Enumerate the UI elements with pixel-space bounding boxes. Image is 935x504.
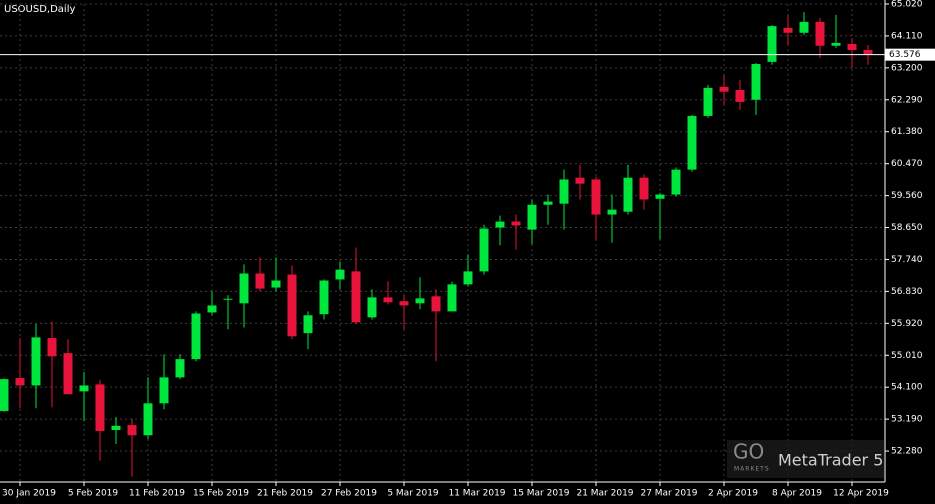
y-tick-label: 52.280 <box>891 447 923 457</box>
y-tick-label: 57.740 <box>891 255 923 265</box>
candle-body <box>159 377 169 404</box>
candle-body <box>431 296 441 312</box>
x-tick-label: 30 Jan 2019 <box>2 489 56 499</box>
chart-title: USOUSD,Daily <box>4 4 75 15</box>
candle-body <box>79 385 89 392</box>
watermark-platform: MetaTrader 5 <box>778 451 883 470</box>
candle-body <box>687 115 697 170</box>
candle-body <box>175 359 185 378</box>
candle-body <box>367 297 377 318</box>
candle-body <box>639 177 649 200</box>
candle-body <box>191 313 201 360</box>
candle-body <box>239 273 249 304</box>
candle-body <box>863 49 873 55</box>
candle-body <box>591 179 601 215</box>
watermark-logo: GO <box>733 440 764 464</box>
candle-body <box>111 425 121 430</box>
candle-body <box>47 338 57 357</box>
y-tick-label: 61.380 <box>891 127 923 137</box>
candle-body <box>655 194 665 199</box>
y-tick-label: 56.830 <box>891 287 923 297</box>
candle-body <box>127 425 137 436</box>
watermark-box <box>727 440 884 478</box>
y-tick-label: 65.020 <box>891 0 923 10</box>
x-tick-label: 21 Feb 2019 <box>257 489 313 499</box>
candle-body <box>831 42 841 46</box>
candle-body <box>607 209 617 215</box>
y-tick-label: 60.470 <box>891 159 923 169</box>
x-tick-label: 8 Apr 2019 <box>772 489 822 499</box>
candle-body <box>559 179 569 204</box>
y-tick-label: 55.920 <box>891 319 923 329</box>
candle-body <box>271 280 281 288</box>
y-tick-label: 63.200 <box>891 63 923 73</box>
x-tick-label: 15 Mar 2019 <box>512 489 569 499</box>
y-tick-label: 59.560 <box>891 191 923 201</box>
candle-body <box>847 44 857 50</box>
y-tick-label: 55.010 <box>891 351 923 361</box>
candle-body <box>735 89 745 102</box>
candle-body <box>63 353 73 395</box>
y-tick-label: 53.190 <box>891 415 923 425</box>
candle-body <box>335 269 345 280</box>
candle-body <box>351 271 361 323</box>
y-tick-label: 58.650 <box>891 223 923 233</box>
y-tick-label: 54.100 <box>891 383 923 393</box>
candle-body <box>383 297 393 303</box>
candle-body <box>95 384 105 432</box>
candle-body <box>31 337 41 386</box>
candle-body <box>303 315 313 334</box>
candle-body <box>543 201 553 205</box>
candle-body <box>0 379 9 412</box>
candle-body <box>447 284 457 312</box>
x-tick-label: 5 Feb 2019 <box>68 489 119 499</box>
candle-body <box>319 280 329 315</box>
candle-body <box>143 403 153 436</box>
candle-body <box>671 169 681 195</box>
price-label-box <box>885 48 935 61</box>
x-tick-label: 27 Mar 2019 <box>640 489 697 499</box>
y-tick-label: 62.290 <box>891 95 923 105</box>
candle-body <box>799 21 809 33</box>
candle-body <box>719 86 729 92</box>
candle-body <box>415 298 425 304</box>
x-tick-label: 21 Mar 2019 <box>576 489 633 499</box>
candle-body <box>623 177 633 212</box>
candle-body <box>207 305 217 313</box>
watermark-logo-sub: MARKETS <box>734 466 770 473</box>
candle-body <box>511 221 521 226</box>
price-label: 63.576 <box>889 50 921 60</box>
candle-body <box>15 378 25 386</box>
candle-body <box>815 21 825 46</box>
candle-body <box>527 204 537 230</box>
candle-body <box>479 228 489 272</box>
candle-body <box>223 298 233 300</box>
x-tick-label: 2 Apr 2019 <box>708 489 758 499</box>
candle-body <box>703 87 713 116</box>
candle-body <box>495 221 505 228</box>
y-tick-label: 64.110 <box>891 31 923 41</box>
candle-body <box>751 64 761 100</box>
candle-body <box>287 274 297 337</box>
candle-body <box>255 273 265 289</box>
candle-body <box>463 271 473 285</box>
candle-body <box>783 27 793 33</box>
x-tick-label: 15 Feb 2019 <box>193 489 249 499</box>
candle-body <box>767 26 777 62</box>
x-tick-label: 11 Mar 2019 <box>448 489 505 499</box>
candle-body <box>575 177 585 184</box>
x-tick-label: 5 Mar 2019 <box>387 489 439 499</box>
x-tick-label: 12 Apr 2019 <box>833 489 889 499</box>
x-tick-label: 27 Feb 2019 <box>321 489 377 499</box>
x-tick-label: 11 Feb 2019 <box>129 489 185 499</box>
candle-body <box>399 301 409 306</box>
